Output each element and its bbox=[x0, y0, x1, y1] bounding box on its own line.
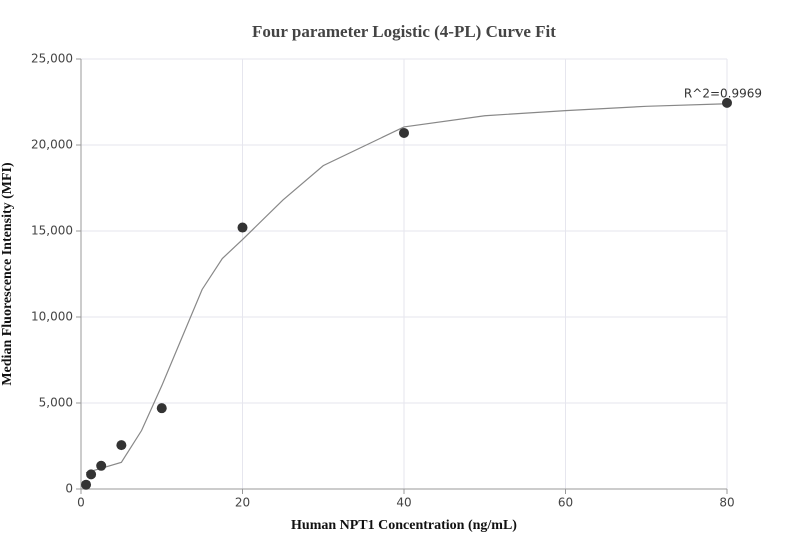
y-tick-label: 25,000 bbox=[31, 52, 73, 66]
y-tick-label: 20,000 bbox=[31, 138, 73, 152]
x-tick-label: 40 bbox=[396, 496, 411, 510]
y-axis-title: Median Fluorescence Intensity (MFI) bbox=[0, 162, 15, 386]
y-tick-label: 5,000 bbox=[39, 396, 73, 410]
data-point bbox=[237, 222, 248, 233]
x-tick-label: 80 bbox=[719, 496, 734, 510]
y-tick-label: 15,000 bbox=[31, 224, 73, 238]
data-point bbox=[116, 440, 127, 451]
x-tick-label: 60 bbox=[558, 496, 573, 510]
chart-title: Four parameter Logistic (4-PL) Curve Fit bbox=[252, 22, 556, 41]
data-point bbox=[96, 460, 107, 471]
y-tick-label: 10,000 bbox=[31, 310, 73, 324]
x-axis-title: Human NPT1 Concentration (ng/mL) bbox=[291, 518, 517, 533]
x-tick-label: 0 bbox=[77, 496, 85, 510]
data-point bbox=[722, 97, 732, 108]
y-tick-label: 0 bbox=[65, 482, 73, 496]
data-point bbox=[81, 479, 92, 490]
data-point bbox=[86, 469, 97, 480]
data-point bbox=[399, 127, 409, 138]
annotation: R^2=0.9969 bbox=[684, 86, 762, 100]
x-tick-label: 20 bbox=[235, 496, 250, 510]
fit-curve bbox=[85, 103, 728, 474]
data-point bbox=[156, 403, 167, 414]
